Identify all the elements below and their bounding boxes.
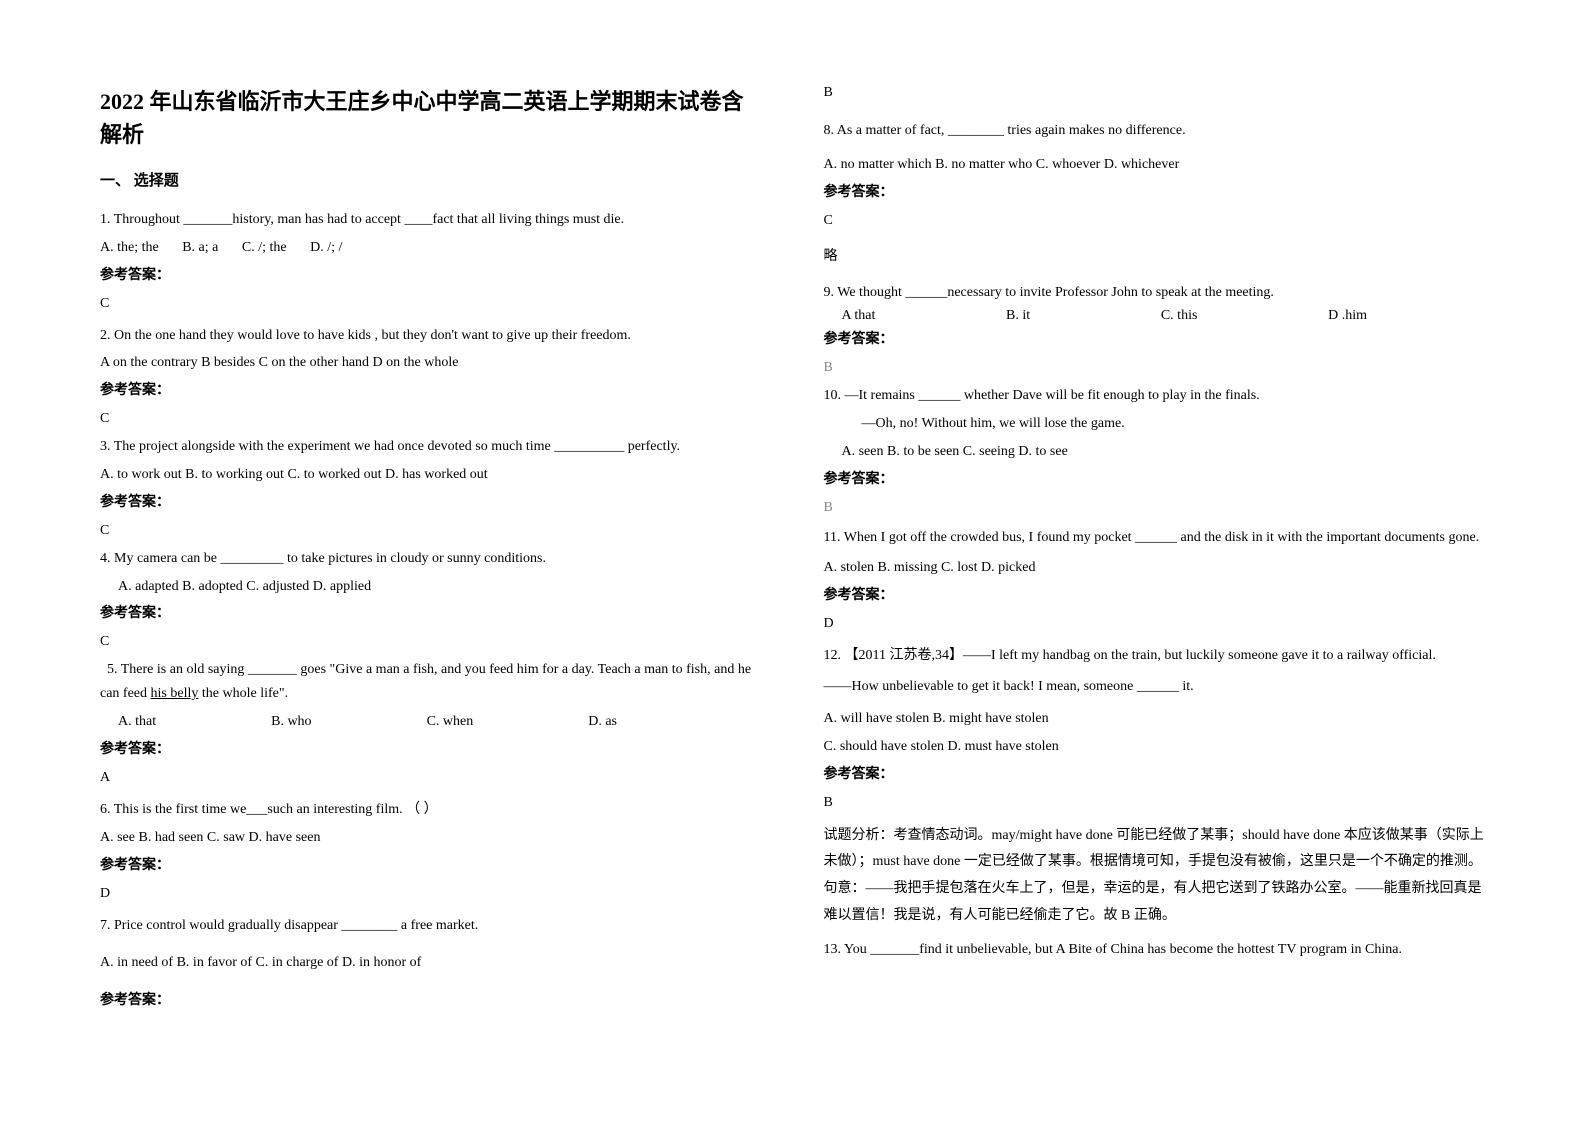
question-6: 6. This is the first time we___such an i… [100, 798, 764, 902]
answer-label: 参考答案： [100, 491, 764, 511]
question-1: 1. Throughout _______history, man has ha… [100, 208, 764, 312]
question-options: A. to work out B. to working out C. to w… [100, 463, 764, 487]
answer-value: C [100, 523, 764, 539]
option-d: D .him [1328, 308, 1367, 324]
question-options: A. that B. who C. when D. as [100, 714, 764, 730]
answer-note: 略 [824, 245, 1488, 265]
question-3: 3. The project alongside with the experi… [100, 435, 764, 539]
answer-label: 参考答案： [100, 602, 764, 622]
question-options: A on the contrary B besides C on the oth… [100, 351, 764, 375]
page-title: 2022 年山东省临沂市大王庄乡中心中学高二英语上学期期末试卷含解析 [100, 85, 764, 151]
question-text: 11. When I got off the crowded bus, I fo… [824, 524, 1488, 552]
answer-label: 参考答案： [100, 854, 764, 874]
answer-analysis: 试题分析：考查情态动词。may/might have done 可能已经做了某事… [824, 823, 1488, 929]
question-9: 9. We thought ______necessary to invite … [824, 281, 1488, 377]
question-2: 2. On the one hand they would love to ha… [100, 324, 764, 428]
answer-label: 参考答案： [824, 181, 1488, 201]
question-text: 7. Price control would gradually disappe… [100, 914, 764, 938]
option-b: B. it [1006, 308, 1030, 324]
question-options: A. no matter which B. no matter who C. w… [824, 153, 1488, 177]
answer-value: B [824, 500, 1488, 516]
option-c: C. /; the [242, 236, 287, 260]
question-7: 7. Price control would gradually disappe… [100, 914, 764, 1010]
answer-value: B [824, 360, 1488, 376]
answer-value: B [824, 795, 1488, 811]
question-text: 4. My camera can be _________ to take pi… [100, 547, 764, 571]
question-options: A. see B. had seen C. saw D. have seen [100, 826, 764, 850]
answer-value: C [824, 213, 1488, 229]
question-text: 9. We thought ______necessary to invite … [824, 281, 1488, 305]
question-options-row1: A. will have stolen B. might have stolen [824, 707, 1488, 731]
question-text-line1: 10. —It remains ______ whether Dave will… [824, 384, 1488, 408]
question-options: A. adapted B. adopted C. adjusted D. app… [100, 575, 764, 599]
answer-value: C [100, 296, 764, 312]
answer-value: D [100, 886, 764, 902]
question-options: A. the; the B. a; a C. /; the D. /; / [100, 236, 764, 260]
question-text: 13. You _______find it unbelievable, but… [824, 937, 1488, 964]
option-d: D. as [588, 714, 617, 730]
answer-value: C [100, 634, 764, 650]
question-5: 5. There is an old saying _______ goes "… [100, 658, 764, 786]
question-text-line2: —Oh, no! Without him, we will lose the g… [824, 412, 1488, 436]
question-options-row2: C. should have stolen D. must have stole… [824, 735, 1488, 759]
answer-label: 参考答案： [824, 763, 1488, 783]
question-options: A. stolen B. missing C. lost D. picked [824, 556, 1488, 580]
question-text: 2. On the one hand they would love to ha… [100, 324, 764, 348]
option-b: B. a; a [182, 236, 218, 260]
answer-value-q7: B [824, 85, 1488, 101]
question-4: 4. My camera can be _________ to take pi… [100, 547, 764, 651]
option-b: B. who [271, 714, 311, 730]
answer-value: A [100, 770, 764, 786]
option-c: C. when [427, 714, 474, 730]
option-d: D. /; / [310, 236, 342, 260]
question-options: A. seen B. to be seen C. seeing D. to se… [824, 440, 1488, 464]
question-text: 5. There is an old saying _______ goes "… [100, 658, 764, 706]
question-options: A that B. it C. this D .him [824, 308, 1488, 324]
question-text: 3. The project alongside with the experi… [100, 435, 764, 459]
question-text-line2: ——How unbelievable to get it back! I mea… [824, 675, 1488, 699]
question-text: 6. This is the first time we___such an i… [100, 798, 764, 822]
answer-label: 参考答案： [824, 468, 1488, 488]
left-column: 2022 年山东省临沂市大王庄乡中心中学高二英语上学期期末试卷含解析 一、 选择… [100, 85, 764, 1082]
option-a: A that [842, 308, 876, 324]
question-8: 8. As a matter of fact, ________ tries a… [824, 119, 1488, 265]
question-options: A. in need of B. in favor of C. in charg… [100, 951, 764, 975]
question-11: 11. When I got off the crowded bus, I fo… [824, 524, 1488, 632]
question-text-line1: 12. 【2011 江苏卷,34】——I left my handbag on … [824, 644, 1488, 668]
question-13: 13. You _______find it unbelievable, but… [824, 937, 1488, 964]
right-column: B 8. As a matter of fact, ________ tries… [824, 85, 1488, 1082]
answer-label: 参考答案： [100, 989, 764, 1009]
question-12: 12. 【2011 江苏卷,34】——I left my handbag on … [824, 644, 1488, 930]
answer-label: 参考答案： [100, 379, 764, 399]
answer-value: D [824, 616, 1488, 632]
answer-label: 参考答案： [824, 328, 1488, 348]
answer-label: 参考答案： [100, 738, 764, 758]
option-a: A. the; the [100, 236, 159, 260]
answer-label: 参考答案： [100, 264, 764, 284]
section-header: 一、 选择题 [100, 169, 764, 190]
question-text: 1. Throughout _______history, man has ha… [100, 208, 764, 232]
option-a: A. that [118, 714, 156, 730]
option-c: C. this [1161, 308, 1198, 324]
question-text: 8. As a matter of fact, ________ tries a… [824, 119, 1488, 143]
answer-value: C [100, 411, 764, 427]
question-10: 10. —It remains ______ whether Dave will… [824, 384, 1488, 515]
answer-label: 参考答案： [824, 584, 1488, 604]
